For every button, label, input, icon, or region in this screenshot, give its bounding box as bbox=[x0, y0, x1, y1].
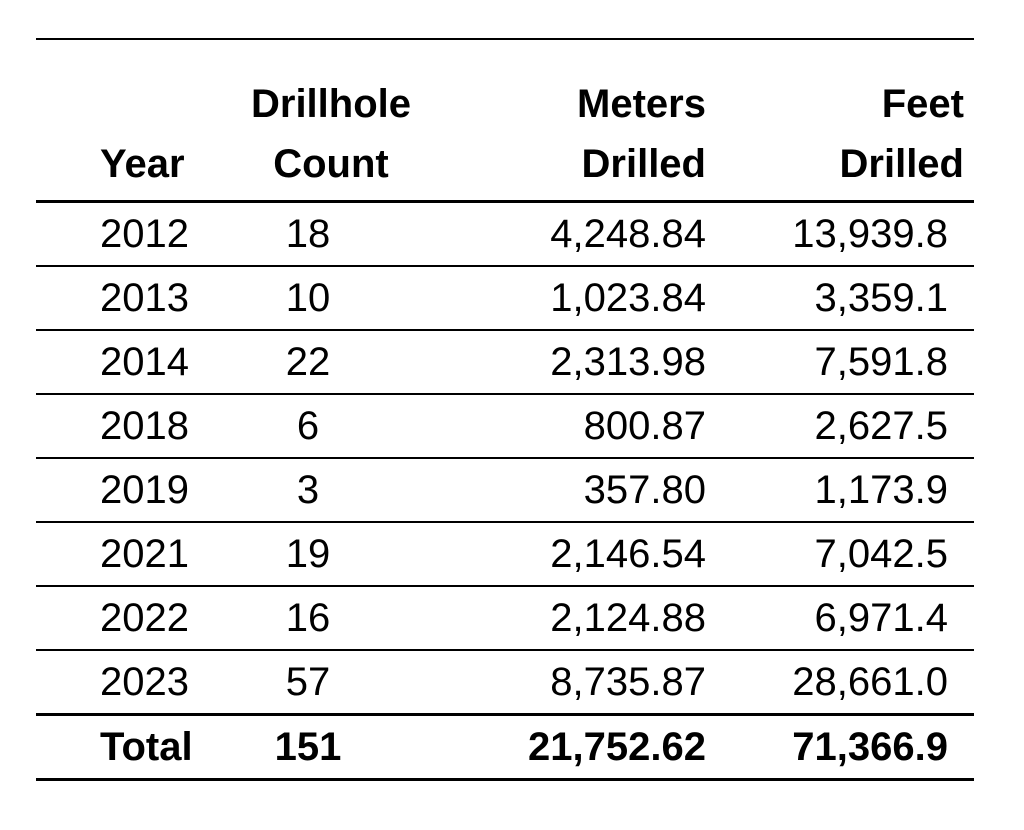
feet-drilled-cell: 13,939.8 bbox=[716, 201, 974, 267]
year-cell: 2021 bbox=[36, 522, 236, 587]
table-row: 2022 16 2,124.88 6,971.4 bbox=[36, 586, 974, 651]
table-row: 2013 10 1,023.84 3,359.1 bbox=[36, 266, 974, 331]
header-drillhole-count: Drillhole Count bbox=[236, 40, 426, 203]
table-body: 2012 18 4,248.84 13,939.8 2013 10 1,023.84 3,35… bbox=[36, 201, 974, 781]
year-cell: 2018 bbox=[36, 394, 236, 459]
total-year-cell: Total bbox=[36, 713, 236, 781]
feet-drilled-cell: 7,591.8 bbox=[716, 330, 974, 395]
drillhole-count-cell: 6 bbox=[236, 394, 426, 459]
feet-drilled-cell: 3,359.1 bbox=[716, 266, 974, 331]
meters-drilled-cell: 357.80 bbox=[426, 458, 716, 523]
table-row: 2012 18 4,248.84 13,939.8 bbox=[36, 201, 974, 267]
table-row: 2014 22 2,313.98 7,591.8 bbox=[36, 330, 974, 395]
header-meters-line-2: Drilled bbox=[581, 142, 706, 186]
header-meters-line-1: Meters bbox=[577, 82, 706, 126]
header-year-line-1: Year bbox=[100, 142, 185, 186]
year-cell: 2022 bbox=[36, 586, 236, 651]
header-feet-drilled: Feet Drilled bbox=[716, 40, 974, 203]
drillhole-count-cell: 10 bbox=[236, 266, 426, 331]
year-cell: 2014 bbox=[36, 330, 236, 395]
feet-drilled-cell: 7,042.5 bbox=[716, 522, 974, 587]
total-drillhole-count-cell: 151 bbox=[236, 713, 426, 781]
header-count-line-1: Drillhole bbox=[250, 82, 412, 126]
table-row: 2023 57 8,735.87 28,661.0 bbox=[36, 650, 974, 716]
header-feet-line-1: Feet bbox=[881, 82, 964, 126]
feet-drilled-cell: 1,173.9 bbox=[716, 458, 974, 523]
table-row: 2018 6 800.87 2,627.5 bbox=[36, 394, 974, 459]
drilling-summary-table: Year Drillhole Count Meters Drilled Feet… bbox=[36, 40, 974, 781]
year-cell: 2012 bbox=[36, 201, 236, 267]
year-cell: 2013 bbox=[36, 266, 236, 331]
header-feet-line-2: Drilled bbox=[839, 142, 964, 186]
meters-drilled-cell: 2,124.88 bbox=[426, 586, 716, 651]
year-cell: 2019 bbox=[36, 458, 236, 523]
meters-drilled-cell: 800.87 bbox=[426, 394, 716, 459]
meters-drilled-cell: 2,313.98 bbox=[426, 330, 716, 395]
header-row: Year Drillhole Count Meters Drilled Feet… bbox=[36, 40, 974, 203]
drillhole-count-cell: 19 bbox=[236, 522, 426, 587]
feet-drilled-cell: 28,661.0 bbox=[716, 650, 974, 716]
drillhole-count-cell: 57 bbox=[236, 650, 426, 716]
top-rule bbox=[36, 38, 974, 40]
year-cell: 2023 bbox=[36, 650, 236, 716]
total-meters-drilled-cell: 21,752.62 bbox=[426, 713, 716, 781]
total-feet-drilled-cell: 71,366.9 bbox=[716, 713, 974, 781]
feet-drilled-cell: 2,627.5 bbox=[716, 394, 974, 459]
meters-drilled-cell: 1,023.84 bbox=[426, 266, 716, 331]
meters-drilled-cell: 2,146.54 bbox=[426, 522, 716, 587]
header-count-line-2: Count bbox=[273, 142, 389, 186]
drilling-summary-table-container: Year Drillhole Count Meters Drilled Feet… bbox=[36, 38, 974, 781]
header-year: Year bbox=[36, 40, 236, 203]
drillhole-count-cell: 3 bbox=[236, 458, 426, 523]
table-row: 2021 19 2,146.54 7,042.5 bbox=[36, 522, 974, 587]
meters-drilled-cell: 8,735.87 bbox=[426, 650, 716, 716]
table-row: 2019 3 357.80 1,173.9 bbox=[36, 458, 974, 523]
drillhole-count-cell: 16 bbox=[236, 586, 426, 651]
drillhole-count-cell: 22 bbox=[236, 330, 426, 395]
header-meters-drilled: Meters Drilled bbox=[426, 40, 716, 203]
meters-drilled-cell: 4,248.84 bbox=[426, 201, 716, 267]
total-row: Total 151 21,752.62 71,366.9 bbox=[36, 713, 974, 781]
drillhole-count-cell: 18 bbox=[236, 201, 426, 267]
feet-drilled-cell: 6,971.4 bbox=[716, 586, 974, 651]
